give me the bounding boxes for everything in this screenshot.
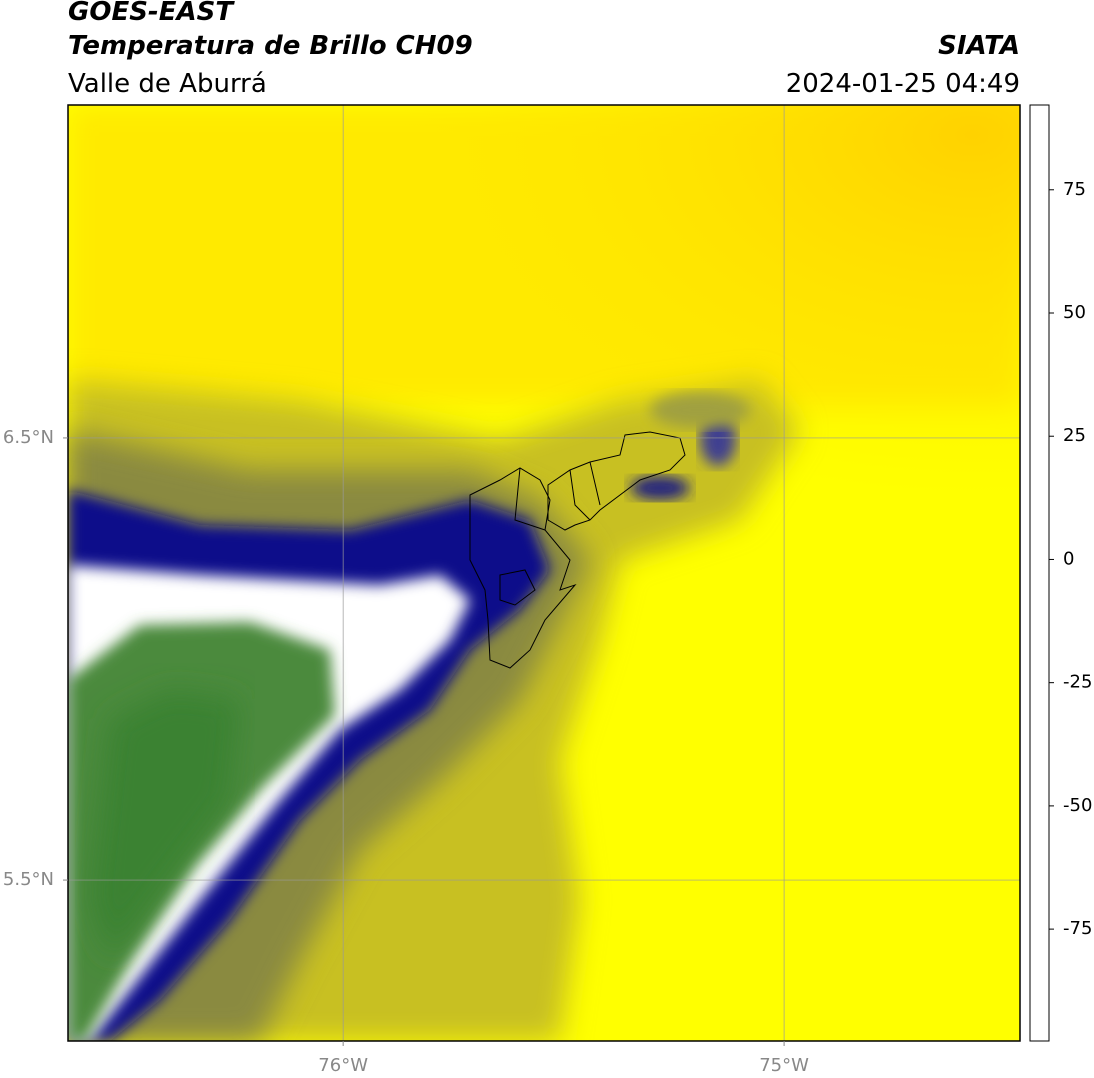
municipality-outlines (469, 431, 686, 669)
title: GOES-EAST (68, 0, 235, 27)
colorbar-tick-label: -75 (1063, 918, 1092, 939)
colorbar-tick-label: 25 (1063, 425, 1086, 446)
map-frame (67, 104, 1021, 1042)
subtitle: Temperatura de Brillo CH09 (68, 31, 473, 61)
colorbar-tick-label: -50 (1063, 795, 1092, 816)
x-tick-label: 75°W (759, 1055, 809, 1076)
graticule (68, 105, 1020, 1041)
y-tick-label: 5.5°N (3, 869, 54, 890)
source: SIATA (938, 31, 1020, 61)
colorbar-tick-label: -25 (1063, 672, 1092, 693)
colorbar-tick-label: 75 (1063, 179, 1086, 200)
datetime: 2024-01-25 04:49 (786, 69, 1020, 99)
colorbar (1029, 104, 1050, 1042)
colorbar-tick-label: 0 (1063, 548, 1074, 569)
y-tick-label: 6.5°N (3, 427, 54, 448)
x-tick-label: 76°W (318, 1055, 368, 1076)
colorbar-tick-label: 50 (1063, 302, 1086, 323)
region: Valle de Aburrá (68, 69, 267, 99)
satellite-field (68, 105, 1020, 1041)
